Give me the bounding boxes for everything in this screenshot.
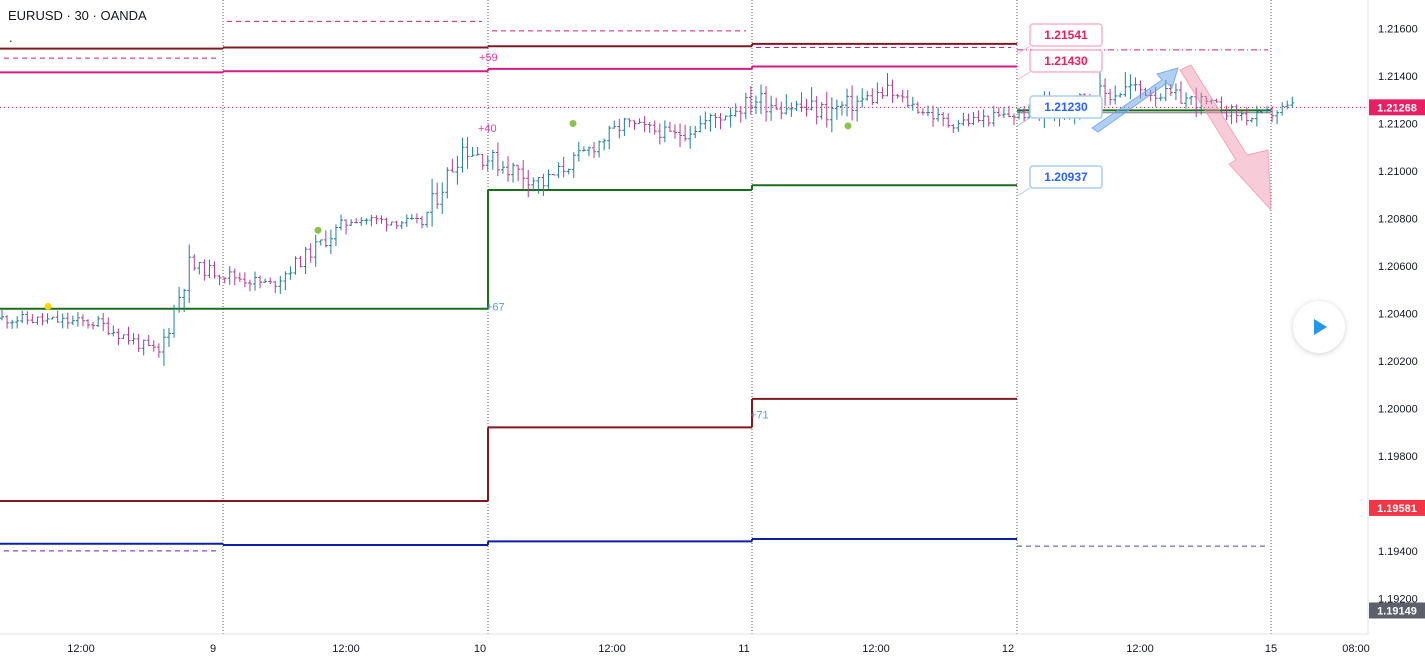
y-tick-label: 1.19200 <box>1378 593 1418 605</box>
forecast-up-arrow <box>1091 67 1179 133</box>
y-tick-label: 1.20000 <box>1378 403 1418 415</box>
x-tick-label: 11 <box>738 643 749 655</box>
price-badge <box>1369 99 1425 116</box>
symbol-title: EURUSD · 30 · OANDA <box>8 8 147 23</box>
play-icon <box>1314 319 1327 335</box>
x-tick-label: 10 <box>474 643 486 655</box>
x-tick-label: 12:00 <box>332 643 360 655</box>
session-levels <box>0 20 1368 552</box>
callout-pointer <box>1016 45 1031 55</box>
callout-label: 1.21230 <box>1044 100 1088 114</box>
callout-pointer <box>1016 117 1031 127</box>
x-tick-label: 12:00 <box>1126 643 1154 655</box>
signal-dot <box>569 119 577 127</box>
callout-pointer <box>1016 71 1031 81</box>
y-tick-label: 1.20200 <box>1378 356 1418 368</box>
symbol-subtitle: . <box>9 30 13 45</box>
candlesticks <box>0 71 1295 366</box>
session-count-label: +67 <box>486 301 505 313</box>
x-tick-label: 12:00 <box>67 643 95 655</box>
y-tick-label: 1.20800 <box>1378 213 1418 225</box>
y-tick-label: 1.21400 <box>1378 71 1418 83</box>
callout-box <box>1029 165 1103 189</box>
y-tick-label: 1.19400 <box>1378 546 1418 558</box>
session-count-label: +59 <box>479 52 498 64</box>
callout-label: 1.21541 <box>1044 28 1088 42</box>
callout-box <box>1029 23 1103 47</box>
y-tick-label: 1.19800 <box>1378 451 1418 463</box>
overlays: +59 +67 +71 +40 1.21541 1.21430 1.21230 1.20937 <box>44 23 1272 421</box>
forecast-down-arrow <box>1179 64 1272 212</box>
callout-pointer <box>1016 187 1031 197</box>
callout-label: 1.21430 <box>1044 54 1088 68</box>
replay-play-button[interactable] <box>1293 301 1345 353</box>
session-grid <box>222 0 1272 634</box>
y-tick-label: 1.21600 <box>1378 23 1418 35</box>
x-tick-label: 12 <box>1002 643 1014 655</box>
session-count-label: +40 <box>478 123 497 135</box>
x-tick-label: 12:00 <box>862 643 890 655</box>
signal-dot <box>314 226 322 234</box>
x-tick-label: 9 <box>210 643 216 655</box>
callout-label: 1.20937 <box>1044 170 1088 184</box>
callout-box <box>1029 49 1103 73</box>
signal-dot <box>844 122 852 130</box>
signal-dot <box>44 302 52 310</box>
price-badge <box>1369 499 1425 516</box>
y-tick-label: 1.20400 <box>1378 308 1418 320</box>
price-badge <box>1369 602 1425 619</box>
callout-box <box>1029 95 1103 119</box>
y-tick-label: 1.21000 <box>1378 166 1418 178</box>
x-tick-label: 08:00 <box>1342 643 1370 655</box>
y-tick-label: 1.20600 <box>1378 261 1418 273</box>
y-tick-label: 1.21200 <box>1378 118 1418 130</box>
x-tick-label: 12:00 <box>598 643 626 655</box>
price-badge-label: 1.19581 <box>1377 503 1417 515</box>
session-count-label: +71 <box>750 409 769 421</box>
price-badge-label: 1.21268 <box>1377 102 1417 114</box>
price-badge-label: 1.19149 <box>1377 605 1417 617</box>
x-tick-label: 15 <box>1265 643 1277 655</box>
